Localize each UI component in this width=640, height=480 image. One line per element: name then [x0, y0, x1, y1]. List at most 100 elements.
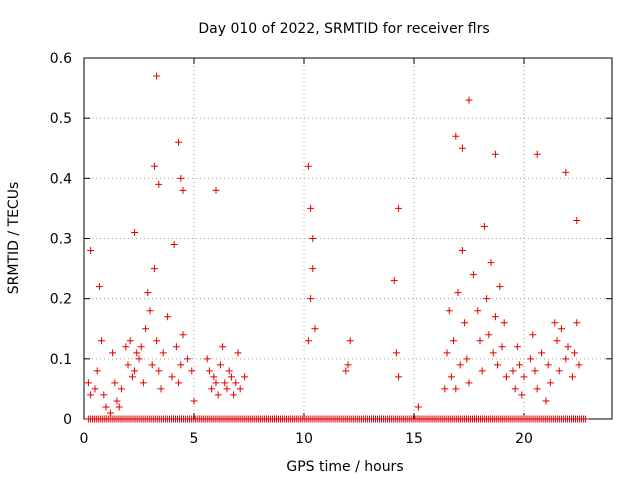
- data-point: [542, 397, 550, 405]
- data-point: [157, 385, 165, 393]
- data-point: [414, 403, 422, 411]
- data-point: [458, 247, 466, 255]
- data-point: [575, 361, 583, 369]
- data-point: [87, 247, 95, 255]
- data-point: [241, 373, 249, 381]
- chart-title: Day 010 of 2022, SRMTID for receiver flr…: [198, 21, 489, 37]
- data-point: [465, 379, 473, 387]
- data-point: [148, 361, 156, 369]
- data-point: [573, 319, 581, 327]
- data-point: [546, 379, 554, 387]
- data-point: [489, 349, 497, 357]
- data-point: [214, 391, 222, 399]
- data-point: [190, 397, 198, 405]
- data-point: [159, 349, 167, 357]
- data-point: [544, 361, 552, 369]
- y-tick-label: 0.5: [50, 111, 72, 127]
- data-point: [133, 349, 141, 357]
- y-axis-label: SRMTID / TECUs: [6, 182, 22, 295]
- data-point: [476, 337, 484, 345]
- data-point: [91, 385, 99, 393]
- data-point: [441, 385, 449, 393]
- data-point: [527, 355, 535, 363]
- data-point: [511, 385, 519, 393]
- data-point: [153, 337, 161, 345]
- data-point: [573, 216, 581, 224]
- data-point: [346, 337, 354, 345]
- data-point: [100, 391, 108, 399]
- data-point: [219, 343, 227, 351]
- data-point: [179, 186, 187, 194]
- data-point: [458, 144, 466, 152]
- data-point: [117, 385, 125, 393]
- data-point: [474, 307, 482, 315]
- data-point: [225, 367, 233, 375]
- data-point: [344, 361, 352, 369]
- data-point: [216, 361, 224, 369]
- data-point: [175, 379, 183, 387]
- data-point: [150, 265, 158, 273]
- data-point: [168, 373, 176, 381]
- grid: [84, 58, 612, 419]
- axis-ticks: 0 0.1 0.2 0.3 0.4 0.5 0.6 0 5 10 15 20: [50, 51, 612, 447]
- data-point: [452, 132, 460, 140]
- data-point: [221, 379, 229, 387]
- data-point: [304, 162, 312, 170]
- data-point: [142, 325, 150, 333]
- data-point: [478, 367, 486, 375]
- data-point: [529, 331, 537, 339]
- data-point: [155, 367, 163, 375]
- data-point: [502, 373, 510, 381]
- data-point: [232, 379, 240, 387]
- data-point: [212, 379, 220, 387]
- x-tick-label: 10: [295, 431, 313, 447]
- data-point: [533, 150, 541, 158]
- data-point: [392, 349, 400, 357]
- data-point: [520, 373, 528, 381]
- data-point: [456, 361, 464, 369]
- data-point: [443, 349, 451, 357]
- y-tick-label: 0.2: [50, 292, 72, 308]
- data-point-baseline: [581, 415, 589, 423]
- data-point: [395, 204, 403, 212]
- data-point: [557, 325, 565, 333]
- data-point: [98, 337, 106, 345]
- data-point: [234, 349, 242, 357]
- data-point: [122, 343, 130, 351]
- data-point: [454, 289, 462, 297]
- x-tick-label: 0: [80, 431, 89, 447]
- data-points: [84, 72, 589, 423]
- data-point: [115, 403, 123, 411]
- data-point: [111, 379, 119, 387]
- data-point: [452, 385, 460, 393]
- data-point: [177, 174, 185, 182]
- data-point: [307, 204, 315, 212]
- data-point: [465, 96, 473, 104]
- data-point: [139, 379, 147, 387]
- data-point: [131, 367, 139, 375]
- data-point: [95, 283, 103, 291]
- data-point: [102, 403, 110, 411]
- data-point: [538, 349, 546, 357]
- data-point: [153, 72, 161, 80]
- data-point: [93, 367, 101, 375]
- x-axis-label: GPS time / hours: [286, 459, 403, 475]
- data-point: [568, 373, 576, 381]
- data-point: [513, 343, 521, 351]
- data-point: [390, 277, 398, 285]
- data-point: [485, 331, 493, 339]
- data-point: [480, 222, 488, 230]
- data-point: [179, 331, 187, 339]
- data-point: [236, 385, 244, 393]
- data-point: [172, 343, 180, 351]
- y-tick-label: 0: [63, 412, 72, 428]
- data-point: [223, 385, 231, 393]
- data-point: [447, 373, 455, 381]
- data-point: [137, 343, 145, 351]
- data-point: [533, 385, 541, 393]
- data-point: [395, 373, 403, 381]
- data-point: [135, 355, 143, 363]
- data-point: [564, 343, 572, 351]
- data-point: [106, 409, 114, 417]
- data-point: [491, 150, 499, 158]
